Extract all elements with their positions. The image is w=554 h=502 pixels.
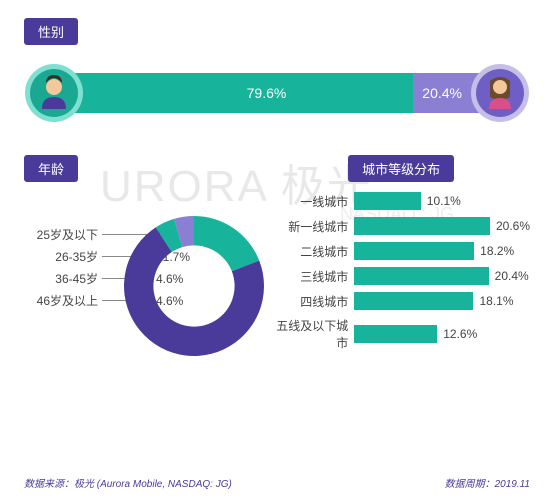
city-name: 四线城市 bbox=[272, 293, 354, 310]
city-bar bbox=[354, 192, 421, 210]
city-row: 三线城市 20.4% bbox=[272, 267, 530, 285]
city-value: 18.2% bbox=[480, 244, 514, 258]
footer-source: 数据来源：极光 (Aurora Mobile, NASDAQ: JG) bbox=[24, 475, 232, 490]
city-row: 新一线城市 20.6% bbox=[272, 217, 530, 235]
female-avatar bbox=[470, 63, 530, 123]
city-value: 12.6% bbox=[443, 327, 477, 341]
city-value: 18.1% bbox=[479, 294, 513, 308]
age-name: 46岁及以上 bbox=[24, 292, 98, 309]
gender-female-label: 20.4% bbox=[422, 85, 462, 101]
gender-male-seg bbox=[48, 73, 413, 113]
city-value: 10.1% bbox=[427, 194, 461, 208]
footer-period: 数据周期：2019.11 bbox=[445, 475, 530, 490]
city-name: 二线城市 bbox=[272, 243, 354, 260]
city-name: 五线及以下城市 bbox=[272, 317, 354, 351]
city-name: 新一线城市 bbox=[272, 218, 354, 235]
footer: 数据来源：极光 (Aurora Mobile, NASDAQ: JG) 数据周期… bbox=[24, 475, 530, 490]
age-name: 25岁及以下 bbox=[24, 226, 98, 243]
city-value: 20.4% bbox=[495, 269, 529, 283]
city-section: 城市等级分布 一线城市 10.1% 新一线城市 20.6% 二线城市 18.2% 三线城市 2… bbox=[272, 155, 530, 376]
gender-section: 性别 79.6% 20.4% bbox=[24, 18, 530, 125]
city-bar bbox=[354, 292, 473, 310]
male-avatar bbox=[24, 63, 84, 123]
city-name: 一线城市 bbox=[272, 193, 354, 210]
city-bar bbox=[354, 242, 474, 260]
gender-male-label: 79.6% bbox=[247, 85, 287, 101]
donut-segment bbox=[194, 216, 259, 271]
city-row: 一线城市 10.1% bbox=[272, 192, 530, 210]
age-donut bbox=[124, 216, 264, 356]
city-bar bbox=[354, 217, 490, 235]
age-name: 36-45岁 bbox=[24, 270, 98, 287]
city-row: 五线及以下城市 12.6% bbox=[272, 317, 530, 351]
gender-header: 性别 bbox=[24, 18, 78, 45]
age-section: 年龄 25岁及以下19.1%26-35岁71.7%36-45岁4.6%46岁及以… bbox=[24, 155, 252, 376]
city-name: 三线城市 bbox=[272, 268, 354, 285]
city-rows: 一线城市 10.1% 新一线城市 20.6% 二线城市 18.2% 三线城市 20.4% 四线城… bbox=[272, 192, 530, 351]
age-name: 26-35岁 bbox=[24, 248, 98, 265]
city-header: 城市等级分布 bbox=[348, 155, 454, 182]
city-bar bbox=[354, 267, 488, 285]
city-row: 四线城市 18.1% bbox=[272, 292, 530, 310]
city-bar bbox=[354, 325, 437, 343]
age-header: 年龄 bbox=[24, 155, 78, 182]
city-row: 二线城市 18.2% bbox=[272, 242, 530, 260]
city-value: 20.6% bbox=[496, 219, 530, 233]
gender-bar: 79.6% 20.4% bbox=[24, 63, 530, 125]
